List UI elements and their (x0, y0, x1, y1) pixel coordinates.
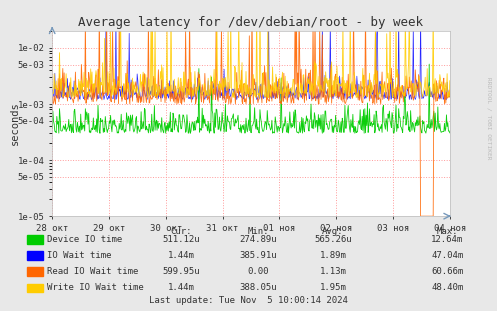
Text: RRDTOOL / TOBI OETIKER: RRDTOOL / TOBI OETIKER (486, 77, 491, 160)
Text: 1.89m: 1.89m (320, 251, 346, 260)
Y-axis label: seconds: seconds (10, 102, 20, 146)
Text: Device IO time: Device IO time (47, 235, 122, 244)
Text: Last update: Tue Nov  5 10:00:14 2024: Last update: Tue Nov 5 10:00:14 2024 (149, 296, 348, 304)
Text: Max:: Max: (436, 227, 458, 236)
Text: 511.12u: 511.12u (163, 235, 200, 244)
Text: 1.13m: 1.13m (320, 267, 346, 276)
Title: Average latency for /dev/debian/root - by week: Average latency for /dev/debian/root - b… (79, 16, 423, 29)
Text: 274.89u: 274.89u (240, 235, 277, 244)
Text: 385.91u: 385.91u (240, 251, 277, 260)
Text: 48.40m: 48.40m (431, 283, 463, 292)
Text: 1.44m: 1.44m (168, 251, 195, 260)
Text: 1.44m: 1.44m (168, 283, 195, 292)
Text: 599.95u: 599.95u (163, 267, 200, 276)
Text: 0.00: 0.00 (248, 267, 269, 276)
Text: 388.05u: 388.05u (240, 283, 277, 292)
Text: 60.66m: 60.66m (431, 267, 463, 276)
Text: Write IO Wait time: Write IO Wait time (47, 283, 144, 292)
Text: 565.26u: 565.26u (314, 235, 352, 244)
Text: 12.64m: 12.64m (431, 235, 463, 244)
Text: Cur:: Cur: (170, 227, 192, 236)
Text: Avg:: Avg: (322, 227, 344, 236)
Text: IO Wait time: IO Wait time (47, 251, 112, 260)
Text: 1.95m: 1.95m (320, 283, 346, 292)
Text: Min:: Min: (248, 227, 269, 236)
Text: Read IO Wait time: Read IO Wait time (47, 267, 139, 276)
Text: 47.04m: 47.04m (431, 251, 463, 260)
